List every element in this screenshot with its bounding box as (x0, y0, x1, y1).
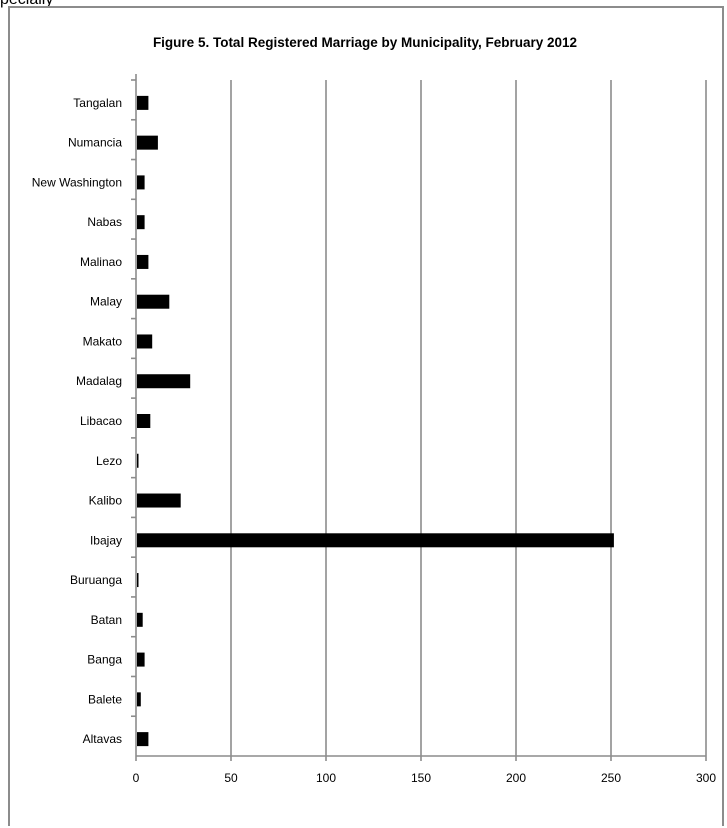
bar-tangalan (137, 95, 149, 110)
bars (137, 95, 614, 747)
x-tick-label: 0 (133, 771, 140, 785)
x-tick-label: 250 (601, 771, 621, 785)
bar-malinao (137, 254, 149, 269)
x-tick-label: 50 (224, 771, 238, 785)
axes (131, 74, 707, 761)
bar-ibajay (137, 533, 614, 548)
bar-buruanga (137, 573, 139, 588)
grid-lines (230, 80, 707, 756)
bar-altavas (137, 732, 149, 747)
category-label: Tangalan (73, 96, 122, 110)
x-tick-label: 300 (696, 771, 716, 785)
category-label: Malay (90, 295, 122, 309)
category-label: Nabas (87, 215, 122, 229)
category-label: Banga (87, 653, 122, 667)
category-label: New Washington (32, 175, 122, 189)
category-labels: Tangalan Numancia New Washington Nabas Malin… (32, 96, 123, 746)
category-label: Malinao (80, 255, 122, 269)
bar-balete (137, 692, 141, 707)
category-label: Buruanga (70, 573, 122, 587)
category-label: Madalag (76, 374, 122, 388)
bar-numancia (137, 135, 158, 150)
top-page-text-fragment: pecially (0, 0, 727, 8)
bar-libacao (137, 414, 151, 428)
bar-new-washington (137, 175, 145, 190)
x-tick-labels: 0 50 100 150 200 250 300 (133, 771, 717, 785)
category-label: Kalibo (89, 494, 123, 508)
bar-lezo (137, 453, 139, 468)
chart-title: Figure 5. Total Registered Marriage by M… (153, 35, 577, 50)
category-label: Balete (88, 692, 122, 706)
bar-madalag (137, 374, 191, 389)
x-tick-label: 100 (316, 771, 336, 785)
category-label: Ibajay (90, 533, 122, 547)
bar-makato (137, 334, 153, 349)
category-label: Altavas (83, 732, 122, 746)
x-tick-label: 200 (506, 771, 526, 785)
chart-frame (8, 6, 724, 826)
bar-kalibo (137, 493, 181, 508)
category-label: Libacao (80, 414, 122, 428)
bar-batan (137, 612, 143, 627)
category-label: Numancia (68, 136, 122, 150)
x-tick-label: 150 (411, 771, 431, 785)
bar-banga (137, 652, 145, 667)
category-label: Lezo (96, 454, 122, 468)
bar-nabas (137, 215, 145, 230)
category-label: Makato (83, 334, 123, 348)
category-label: Batan (91, 613, 122, 627)
bar-malay (137, 294, 170, 309)
